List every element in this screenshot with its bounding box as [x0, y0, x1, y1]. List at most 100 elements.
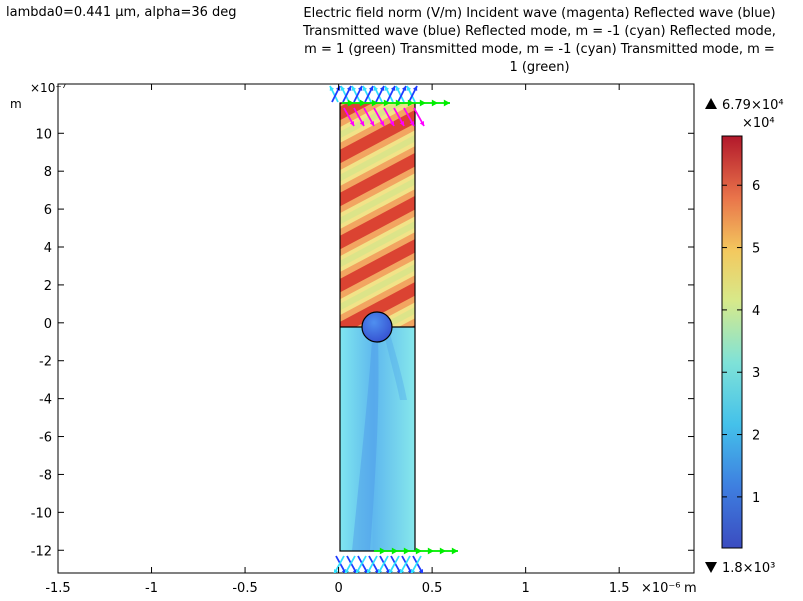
reflected-mode-minus1-arrow-head [362, 86, 368, 91]
y-tick-label: 2 [44, 279, 52, 294]
y-tick-label: -6 [39, 431, 52, 446]
x-tick-label: -0.5 [232, 581, 257, 596]
field-band-low [340, 211, 415, 327]
reflected-mode-plus1-arrow-head [419, 99, 426, 107]
reflected-mode-plus1-arrow-head [407, 99, 414, 107]
x-exponent-label: ×10⁻⁶ [641, 581, 681, 596]
reflected-wave-arrow-head [390, 86, 396, 91]
transmitted-mode-minus1-arrow-head [367, 569, 372, 573]
transmitted-wave-arrow-head [374, 569, 379, 573]
max-marker-icon [705, 98, 717, 109]
transmitted-mode-plus1-arrow-head [439, 547, 446, 555]
colorbar-min-label: 1.8×10³ [722, 561, 775, 576]
y-tick-label: -12 [31, 544, 52, 559]
incident-wave-arrow-head [419, 121, 424, 126]
min-marker-icon [705, 562, 717, 573]
colorbar-scale-label: ×10⁴ [742, 116, 775, 131]
y-tick-label: -8 [39, 468, 52, 483]
title-line: Electric field norm (V/m) Incident wave … [303, 6, 776, 21]
y-unit-label: m [10, 97, 22, 111]
field-band-low [340, 144, 415, 262]
reflected-mode-plus1-arrow-head [443, 99, 450, 107]
lower-region [340, 327, 415, 551]
incident-wave-arrow-head [409, 121, 414, 126]
field-band-core [340, 124, 415, 248]
transmitted-mode-minus1-arrow-head [334, 569, 339, 573]
y-tick-label: 6 [44, 203, 52, 218]
colorbar-tick-label: 1 [752, 491, 760, 506]
reflected-mode-minus1-arrow-head [373, 86, 379, 91]
y-tick-label: 4 [44, 241, 52, 256]
reflected-wave-arrow-head [412, 86, 418, 91]
field-band-low [340, 177, 415, 296]
colorbar-tick-label: 4 [752, 304, 760, 319]
x-tick-label: 1.5 [609, 581, 630, 596]
scatterer-circle [361, 311, 393, 343]
y-tick-label: 10 [35, 127, 52, 142]
y-tick-label: -4 [39, 393, 52, 408]
transmitted-wave-arrow-head [418, 569, 423, 573]
y-tick-label: 0 [44, 317, 52, 332]
transmitted-mode-plus1-arrow-head [415, 547, 422, 555]
incident-wave-arrow-head [379, 121, 384, 126]
incident-wave-arrow-head [389, 121, 394, 126]
field-band-low [340, 110, 415, 229]
transmitted-wave-arrow-head [385, 569, 390, 573]
x-tick-label: 1 [522, 581, 530, 596]
transmitted-mode-minus1-arrow-head [345, 569, 350, 573]
reflected-mode-plus1-arrow-head [347, 99, 354, 107]
transmitted-mode-plus1-arrow-head [403, 547, 410, 555]
transmitted-wave-arrow-head [363, 569, 368, 573]
reflected-wave-arrow-head [379, 86, 385, 91]
colorbar-tick-label: 6 [752, 179, 760, 194]
transmitted-wave-arrow-head [341, 569, 346, 573]
transmitted-mode-plus1-arrow-head [379, 547, 386, 555]
x-tick-label: 0 [334, 581, 342, 596]
y-tick-label: -10 [31, 506, 52, 521]
reflected-mode-plus1-arrow-head [431, 99, 438, 107]
transmitted-mode-plus1-arrow-head [427, 547, 434, 555]
y-tick-label: 8 [44, 165, 52, 180]
incident-wave-arrow-head [399, 121, 404, 126]
field-band-core [340, 158, 415, 282]
reflected-mode-minus1-arrow-head [395, 86, 401, 91]
colorbar [721, 135, 743, 549]
transmitted-mode-plus1-arrow-head [391, 547, 398, 555]
reflected-mode-plus1-arrow-head [383, 99, 390, 107]
x-tick-label: -1 [145, 581, 158, 596]
transmitted-mode-minus1-arrow-head [389, 569, 394, 573]
transmitted-mode-minus1-arrow-head [400, 569, 405, 573]
reflected-wave-arrow-head [401, 86, 407, 91]
title-line: m = 1 (green) Transmitted mode, m = -1 (… [304, 42, 775, 57]
transmitted-wave-arrow-head [352, 569, 357, 573]
reflected-mode-minus1-arrow-head [329, 86, 335, 91]
colorbar-max-label: 6.79×10⁴ [722, 98, 784, 113]
reflected-mode-minus1-arrow-head [340, 86, 346, 91]
incident-wave-arrow-head [349, 121, 354, 126]
field-band-core [340, 191, 415, 315]
colorbar-tick-label: 5 [752, 242, 760, 257]
transmitted-mode-minus1-arrow-head [411, 569, 416, 573]
reflected-wave-arrow-head [346, 86, 352, 91]
incident-wave-arrow-head [359, 121, 364, 126]
reflected-wave-arrow-head [368, 86, 374, 91]
field-band-low [340, 103, 415, 195]
colorbar-tick-label: 2 [752, 429, 760, 444]
transmitted-mode-minus1-arrow-head [356, 569, 361, 573]
reflected-mode-plus1-arrow-head [359, 99, 366, 107]
transmitted-mode-minus1-arrow-head [378, 569, 383, 573]
reflected-mode-plus1-arrow-head [395, 99, 402, 107]
reflected-mode-minus1-arrow-head [384, 86, 390, 91]
reflected-mode-plus1-arrow-head [371, 99, 378, 107]
transmitted-mode-plus1-arrow-head [451, 547, 458, 555]
plot-title-left: lambda0=0.441 µm, alpha=36 deg [6, 5, 237, 20]
x-tick-label: -1.5 [45, 581, 70, 596]
reflected-wave-arrow-head [335, 86, 341, 91]
field-band-core [340, 225, 415, 327]
plot-title-right: Electric field norm (V/m) Incident wave … [276, 5, 803, 77]
transmitted-wave-arrow-head [407, 569, 412, 573]
y-exponent-label: ×10⁻⁷ [30, 81, 67, 95]
transmitted-wave-arrow-head [396, 569, 401, 573]
title-line: 1 (green) [509, 60, 570, 75]
